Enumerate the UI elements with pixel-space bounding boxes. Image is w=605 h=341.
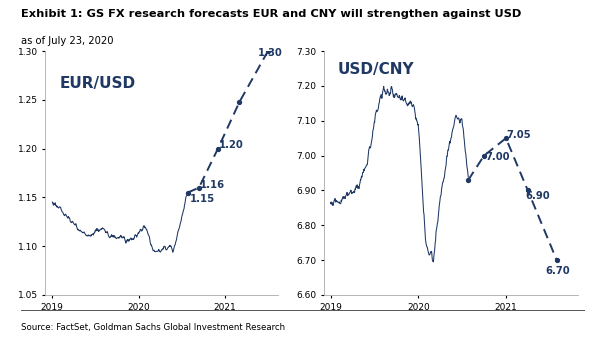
- Text: 1.16: 1.16: [200, 180, 225, 190]
- Text: as of July 23, 2020: as of July 23, 2020: [21, 36, 114, 46]
- Text: 1.15: 1.15: [191, 194, 215, 204]
- Text: 7.00: 7.00: [486, 152, 510, 162]
- Text: EUR/USD: EUR/USD: [59, 76, 136, 90]
- Text: 6.70: 6.70: [545, 266, 570, 276]
- Text: Source: FactSet, Goldman Sachs Global Investment Research: Source: FactSet, Goldman Sachs Global In…: [21, 324, 286, 332]
- Text: 1.20: 1.20: [219, 140, 244, 150]
- Text: 6.90: 6.90: [525, 191, 550, 201]
- Text: 1.30: 1.30: [258, 48, 283, 58]
- Text: 7.05: 7.05: [507, 131, 531, 140]
- Text: USD/CNY: USD/CNY: [338, 62, 414, 77]
- Text: Exhibit 1: GS FX research forecasts EUR and CNY will strengthen against USD: Exhibit 1: GS FX research forecasts EUR …: [21, 9, 522, 18]
